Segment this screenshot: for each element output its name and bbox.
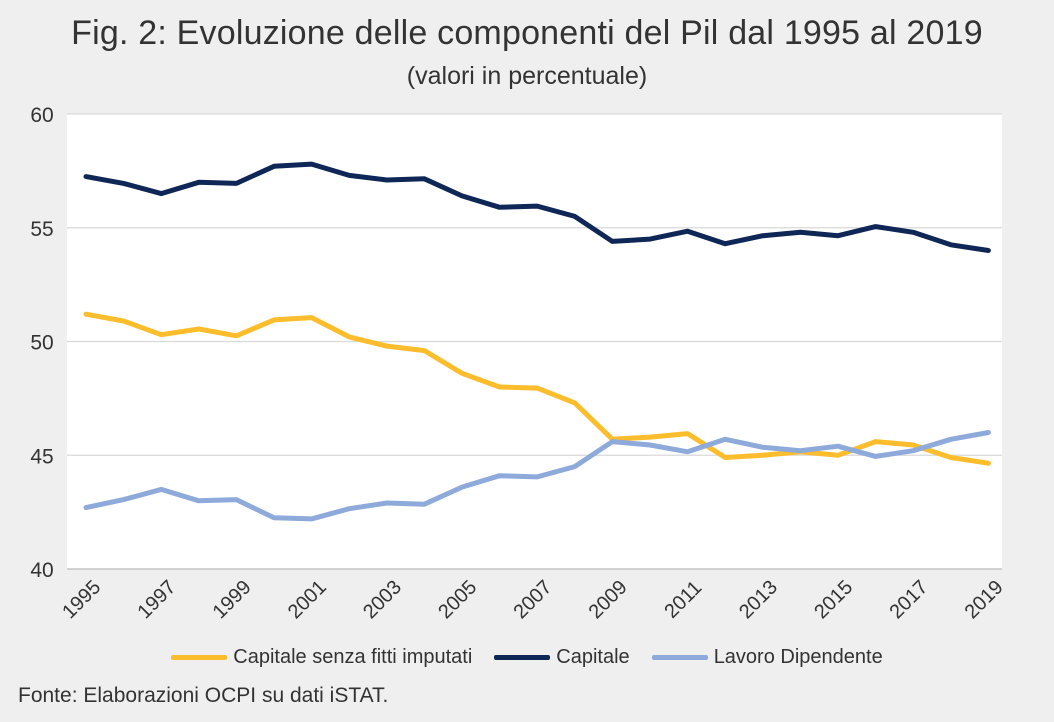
legend-item: Lavoro Dipendente [651,646,883,669]
series-line-1 [83,161,991,253]
y-tick-label: 40 [30,559,53,582]
legend-item: Capitale [494,646,630,669]
x-tick-label: 1997 [133,576,180,623]
gridlines [67,113,1002,570]
x-tick-label: 2013 [735,576,782,623]
legend-label: Capitale [556,646,630,668]
x-axis-ticks: 1995 1997 1999 2001 2003 2005 2007 2009 2011 2013… [58,576,1007,623]
legend-label: Lavoro Dipendente [713,646,883,668]
legend-swatch [171,655,228,660]
series-line-2 [83,430,991,522]
chart-legend: Capitale senza fitti imputati Capitale Lav… [0,646,1054,669]
y-tick-label: 55 [30,218,53,241]
legend-label: Capitale senza fitti imputati [233,646,473,668]
y-axis-ticks: 40 45 50 55 60 [30,104,53,582]
y-tick-label: 45 [30,445,53,468]
legend-swatch [651,655,708,660]
x-tick-label: 2001 [284,576,331,623]
series-lines [83,161,991,522]
y-tick-label: 50 [30,332,53,355]
chart-title: Fig. 2: Evoluzione delle componenti del … [71,14,983,52]
x-tick-label: 2019 [961,576,1008,623]
source-note: Fonte: Elaborazioni OCPI su dati iSTAT. [18,684,389,707]
x-tick-label: 2005 [434,576,481,623]
series-line-0 [83,311,991,466]
x-tick-label: 1999 [209,576,256,623]
x-tick-label: 2003 [359,576,406,623]
x-tick-label: 2015 [810,576,857,623]
chart-subtitle: (valori in percentuale) [406,62,648,90]
y-tick-label: 60 [30,104,53,127]
x-tick-label: 2017 [885,576,932,623]
x-tick-label: 2007 [509,576,556,623]
x-tick-label: 2011 [660,577,706,623]
legend-swatch [494,655,551,660]
x-tick-label: 1995 [58,576,105,623]
legend-item: Capitale senza fitti imputati [171,646,472,669]
x-tick-label: 2009 [585,576,632,623]
